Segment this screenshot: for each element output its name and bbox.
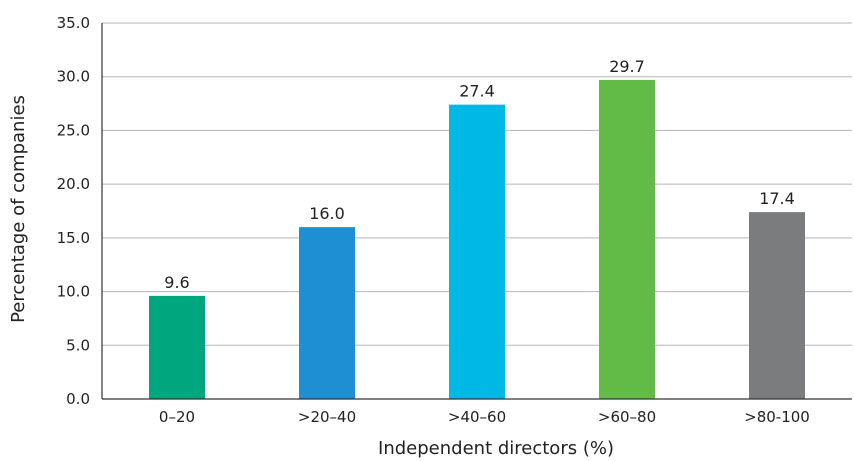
bars xyxy=(149,79,805,400)
y-tick-label: 25.0 xyxy=(57,121,90,139)
y-tick-label: 20.0 xyxy=(57,175,90,193)
x-tick-label: 0–20 xyxy=(159,408,195,426)
bar xyxy=(599,79,655,400)
axes xyxy=(101,23,852,400)
y-tick-labels: 0.0 5.0 10.0 15.0 20.0 25.0 30.0 35.0 xyxy=(57,14,90,408)
y-tick-label: 5.0 xyxy=(66,336,90,354)
y-tick-label: 30.0 xyxy=(57,68,90,86)
bar xyxy=(449,104,505,399)
x-axis-title: Independent directors (%) xyxy=(378,438,614,459)
bar xyxy=(149,295,205,399)
bar xyxy=(749,212,805,399)
x-tick-label: >20–40 xyxy=(298,408,356,426)
y-tick-label: 10.0 xyxy=(57,283,90,301)
data-label: 9.6 xyxy=(164,273,189,292)
data-labels: 9.6 16.0 27.4 29.7 17.4 xyxy=(164,57,795,292)
data-label: 17.4 xyxy=(759,189,795,208)
x-tick-label: >60–80 xyxy=(598,408,656,426)
bar xyxy=(299,227,355,399)
y-tick-label: 35.0 xyxy=(57,14,90,32)
data-label: 29.7 xyxy=(609,57,645,76)
y-axis-title: Percentage of companies xyxy=(8,95,29,323)
y-tick-label: 0.0 xyxy=(66,390,90,408)
x-tick-label: >80-100 xyxy=(744,408,810,426)
y-tick-label: 15.0 xyxy=(57,229,90,247)
data-label: 27.4 xyxy=(459,82,495,101)
x-tick-labels: 0–20 >20–40 >40–60 >60–80 >80-100 xyxy=(159,408,810,426)
x-tick-label: >40–60 xyxy=(448,408,506,426)
data-label: 16.0 xyxy=(309,204,345,223)
